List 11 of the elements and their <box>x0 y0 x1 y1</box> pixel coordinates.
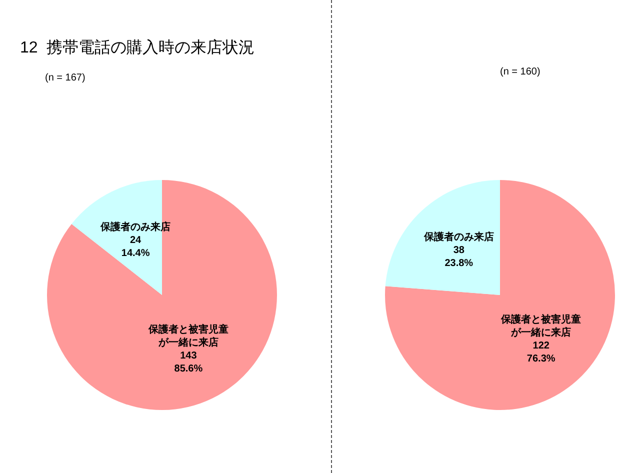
data-label: 38 23.8% <box>444 245 474 270</box>
data-label: 122 76.3% <box>526 340 556 364</box>
slice-label: 保護者と被害児童が一緒に来店 <box>500 313 582 338</box>
chart-title: 12 携帯電話の購入時の来店状況 <box>20 38 255 56</box>
chart-subtitle: (n = 160) <box>500 66 540 78</box>
slice-label: 保護者と被害児童が一緒に来店 <box>147 323 228 348</box>
data-label: 143 85.6% <box>174 350 203 374</box>
data-label: 24 14.4% <box>121 235 150 260</box>
chart-subtitle: (n = 167) <box>45 72 86 84</box>
slice-label: 保護者のみ来店 <box>100 221 171 234</box>
slice-label: 保護者のみ来店 <box>422 231 494 244</box>
